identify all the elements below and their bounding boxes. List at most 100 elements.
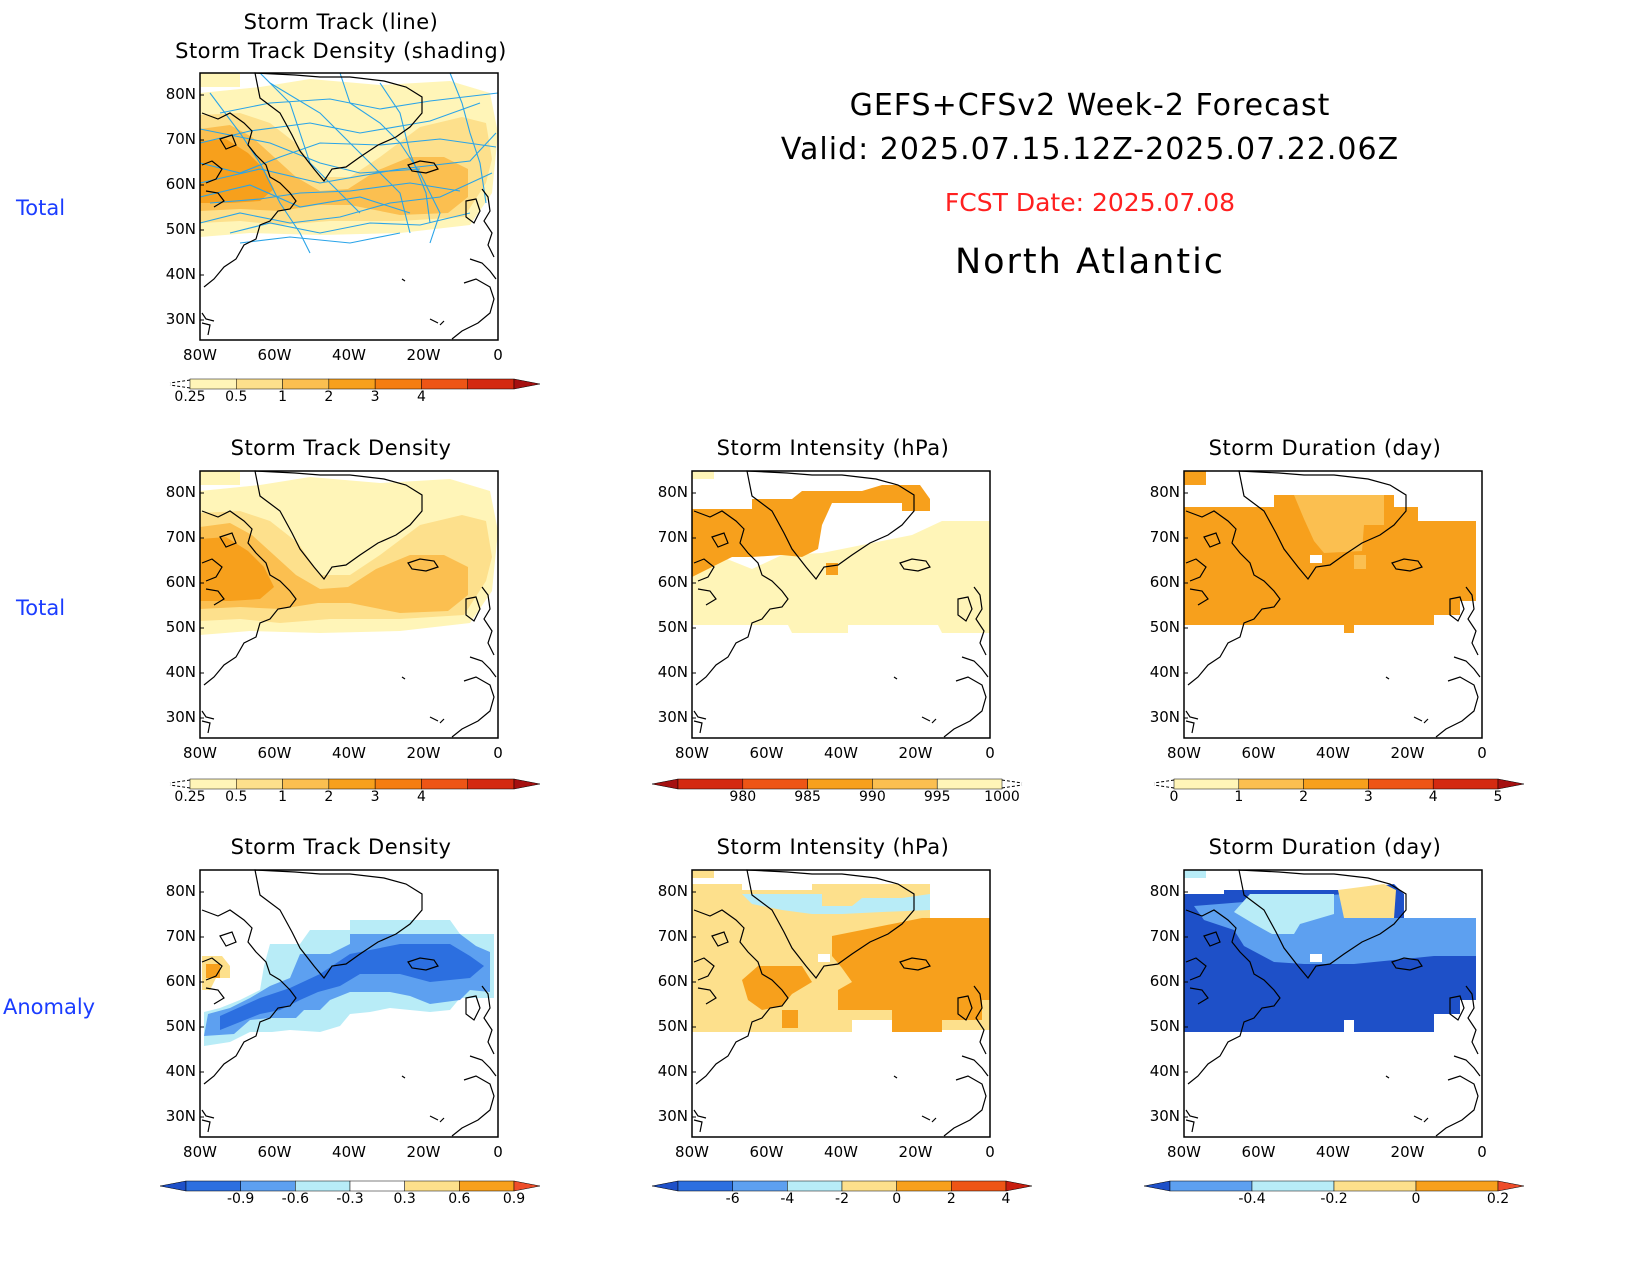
colorbar-left-arrow — [159, 1180, 187, 1192]
coastline-2 — [1185, 957, 1207, 981]
storm-track-line — [449, 72, 487, 204]
colorbar-label: 5 — [1493, 789, 1503, 805]
colorbar-label: 2 — [324, 789, 334, 805]
lat-label: 70N — [165, 927, 196, 945]
density-area — [200, 537, 274, 601]
coastline-8 — [961, 656, 989, 678]
row-label-total-1: Total — [16, 196, 66, 220]
track-panel-title-1: Storm Track (line) — [243, 10, 439, 34]
lat-label: 30N — [1149, 708, 1180, 726]
coastline-10 — [429, 1115, 445, 1123]
colorbar-segment — [240, 1181, 296, 1191]
colorbar-segment — [190, 379, 237, 389]
lat-label: 80N — [657, 882, 688, 900]
colorbar-label: -4 — [780, 1191, 795, 1207]
coastline-3 — [205, 588, 225, 606]
duration-cell — [1184, 471, 1206, 485]
colorbar-segment — [375, 779, 422, 789]
row-label-anomaly: Anomaly — [3, 995, 96, 1019]
coastline-12 — [201, 312, 215, 322]
colorbar-label: 1 — [278, 789, 288, 805]
storm-duration-anomaly-map — [1183, 869, 1483, 1138]
coastline-3 — [1189, 588, 1209, 606]
storm-track-line — [239, 232, 401, 244]
coastline-13 — [693, 720, 703, 734]
colorbar-label: -0.9 — [226, 1191, 255, 1207]
lon-label: 20W — [898, 744, 933, 762]
intensity-total-colorbar — [651, 778, 1023, 790]
coastline-7 — [1465, 586, 1479, 656]
lon-label: 80W — [1167, 1143, 1201, 1161]
coastline-2 — [201, 160, 223, 184]
storm-track-line — [209, 182, 461, 204]
coastline-3 — [205, 190, 225, 208]
coastline-4 — [219, 134, 237, 150]
storm-track-line — [339, 72, 441, 244]
colorbar-segment — [742, 779, 808, 789]
lat-label: 80N — [165, 483, 196, 501]
lon-label: 0 — [985, 1143, 995, 1161]
coastline-10 — [429, 318, 445, 326]
lon-label: 20W — [406, 744, 441, 762]
coastline-6 — [465, 198, 481, 224]
map-frame — [691, 869, 991, 1138]
lon-label: 0 — [1477, 1143, 1487, 1161]
lat-label: 80N — [657, 483, 688, 501]
colorbar-segment — [872, 779, 938, 789]
storm-track-line — [269, 82, 411, 234]
colorbar-label: 0.25 — [174, 389, 206, 405]
region-name: North Atlantic — [954, 242, 1226, 282]
coastline-3 — [697, 987, 717, 1005]
lat-label: 40N — [1149, 1062, 1180, 1080]
map-frame — [199, 869, 499, 1138]
colorbar-label: 0.5 — [225, 789, 248, 805]
lon-label: 80W — [183, 744, 217, 762]
colorbar-right-dashed — [1001, 779, 1023, 789]
duration-total-title: Storm Duration (day) — [1208, 436, 1442, 460]
coastline-12 — [201, 710, 215, 720]
colorbar-label: 4 — [1428, 789, 1438, 805]
lat-label: 50N — [1149, 1017, 1180, 1035]
map-frame — [1183, 470, 1483, 739]
coastline-11 — [893, 676, 898, 680]
coastline-9 — [943, 676, 987, 738]
lat-label: 60N — [165, 573, 196, 591]
coastline-0 — [254, 869, 423, 980]
lon-label: 80W — [675, 1143, 709, 1161]
coastline-0 — [254, 470, 423, 581]
colorbar-segment — [282, 779, 329, 789]
lon-label: 0 — [493, 1143, 503, 1161]
storm-intensity-total-map — [691, 470, 991, 739]
colorbar-right-arrow — [513, 1180, 541, 1192]
coastline-9 — [1435, 1075, 1479, 1137]
colorbar-right-arrow — [1497, 778, 1525, 790]
lat-label: 40N — [165, 1062, 196, 1080]
coastline-10 — [1413, 1115, 1429, 1123]
coastline-6 — [465, 995, 481, 1021]
lat-label: 40N — [165, 265, 196, 283]
duration-anomaly-cell — [1184, 870, 1206, 878]
map-frame — [199, 470, 499, 739]
intensity-anomaly-area — [832, 918, 990, 1032]
coastline-1 — [693, 909, 789, 1085]
colorbar-label: 0.3 — [393, 1191, 416, 1207]
duration-anomaly-area — [1338, 884, 1396, 918]
track-panel-title-2: Storm Track Density (shading) — [175, 39, 507, 63]
colorbar-label: -0.6 — [281, 1191, 309, 1207]
coastline-1 — [201, 112, 297, 288]
colorbar-label: 0.6 — [448, 1191, 471, 1207]
lon-label: 40W — [332, 1143, 366, 1161]
lat-label: 30N — [657, 1107, 688, 1125]
storm-duration-total-map — [1183, 470, 1483, 739]
coastline-13 — [201, 322, 211, 336]
storm-track-line — [209, 92, 311, 254]
coastline-13 — [1185, 720, 1195, 734]
coastline-8 — [1453, 1055, 1481, 1077]
lon-label: 40W — [824, 744, 858, 762]
colorbar-label: 0 — [1411, 1191, 1421, 1207]
lon-label: 60W — [257, 1143, 292, 1161]
colorbar-label: -6 — [725, 1191, 740, 1207]
duration-cell — [1310, 555, 1322, 563]
duration-anomaly-cell — [1310, 954, 1322, 962]
lat-label: 60N — [165, 175, 196, 193]
